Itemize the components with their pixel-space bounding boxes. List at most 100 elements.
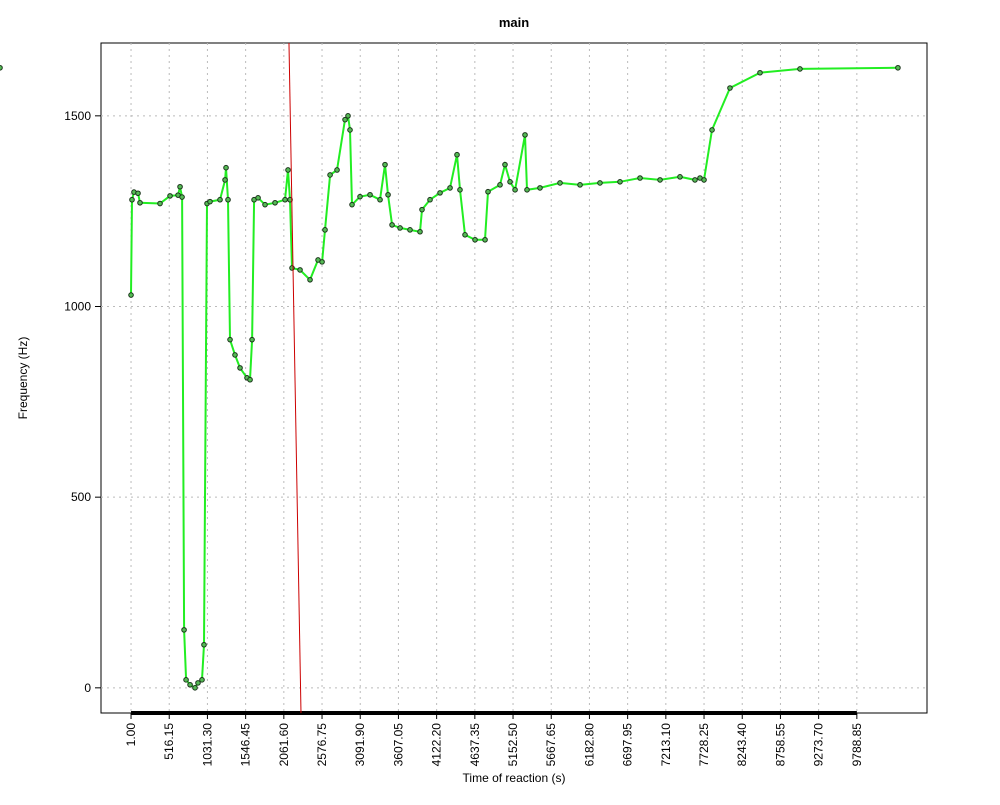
data-point [617, 179, 623, 185]
data-point [417, 228, 423, 235]
y-tick-label: 500 [71, 490, 91, 504]
data-point [195, 680, 201, 686]
x-tick-label: 6697.95 [621, 723, 635, 767]
x-tick-label: 3091.90 [353, 723, 367, 767]
data-point [255, 195, 261, 201]
data-point [207, 198, 213, 205]
data-point [485, 188, 491, 195]
data-point [223, 164, 229, 171]
data-point [512, 187, 518, 193]
data-point [129, 196, 135, 203]
data-point [183, 677, 189, 683]
plot-frame [100, 42, 928, 714]
data-point [385, 191, 391, 198]
x-axis-label: Time of reaction (s) [463, 771, 566, 785]
data-point [427, 196, 433, 203]
x-tick-label: 1031.30 [200, 723, 214, 767]
data-point [349, 201, 355, 208]
x-tick-label: 9788.85 [850, 723, 864, 767]
data-point [307, 277, 313, 283]
data-point [537, 185, 543, 191]
x-tick-label: 6182.80 [582, 723, 596, 767]
data-point [637, 175, 643, 181]
data-point [201, 641, 207, 648]
y-tick-label: 0 [84, 681, 91, 695]
data-point [128, 292, 134, 298]
y-tick-label: 1500 [64, 109, 91, 123]
data-point [797, 66, 803, 72]
data-point [262, 201, 268, 208]
data-point [727, 85, 733, 91]
data-point [462, 232, 468, 238]
data-point [701, 177, 707, 183]
data-point [597, 180, 603, 186]
data-point [757, 69, 763, 76]
data-point [322, 227, 328, 233]
data-point [367, 191, 373, 198]
data-point [232, 352, 238, 358]
data-point [397, 225, 403, 231]
data-point [272, 199, 278, 206]
data-point [137, 199, 143, 206]
x-tick-label: 3607.05 [391, 723, 405, 767]
data-point [249, 336, 255, 343]
x-tick-label: 5152.50 [506, 723, 520, 767]
data-point [472, 236, 478, 243]
data-point [677, 174, 683, 180]
data-point [709, 127, 715, 133]
x-tick-label: 7728.25 [697, 723, 711, 767]
data-point [347, 127, 353, 133]
x-tick-label: 1.00 [124, 723, 138, 747]
chart-title: main [499, 15, 529, 30]
data-point [289, 265, 295, 271]
data-point [377, 196, 383, 203]
data-point [357, 193, 363, 200]
data-point [282, 196, 288, 203]
data-point [502, 161, 508, 168]
data-point [222, 177, 228, 183]
y-tick-label: 1000 [64, 300, 91, 314]
data-point [447, 185, 453, 191]
x-tick-label: 2061.60 [277, 723, 291, 767]
data-point [225, 196, 231, 203]
data-point [237, 365, 243, 371]
data-point [192, 685, 198, 691]
data-point [497, 182, 503, 188]
data-point [507, 179, 513, 185]
data-point [577, 182, 583, 188]
data-point [297, 267, 303, 273]
data-point [334, 167, 340, 173]
data-point [692, 177, 698, 183]
data-point [524, 187, 530, 193]
x-tick-label: 4637.35 [468, 723, 482, 767]
data-point [319, 259, 325, 265]
data-point [179, 194, 185, 200]
data-point [181, 627, 187, 633]
x-tick-label: 8243.40 [735, 723, 749, 767]
data-point [389, 222, 395, 228]
data-point [177, 183, 183, 190]
data-point [482, 236, 488, 243]
x-tick-label: 2576.75 [315, 723, 329, 767]
data-point [895, 64, 901, 71]
data-point [285, 167, 291, 173]
reference-line [288, 42, 302, 714]
data-point [457, 187, 463, 193]
x-tick-label: 9273.70 [812, 723, 826, 767]
data-point [217, 196, 223, 203]
x-tick-label: 1546.45 [239, 723, 253, 767]
data-point [199, 677, 205, 683]
data-point [454, 151, 460, 158]
data-point [247, 376, 253, 383]
data-point [157, 200, 163, 207]
data-point [135, 190, 141, 197]
data-point [167, 193, 173, 199]
data-point [382, 161, 388, 168]
y-axis-label: Frequency (Hz) [16, 337, 30, 420]
data-point [407, 227, 413, 233]
x-tick-label: 4122.20 [430, 723, 444, 767]
data-point [437, 190, 443, 196]
data-point [227, 336, 233, 343]
